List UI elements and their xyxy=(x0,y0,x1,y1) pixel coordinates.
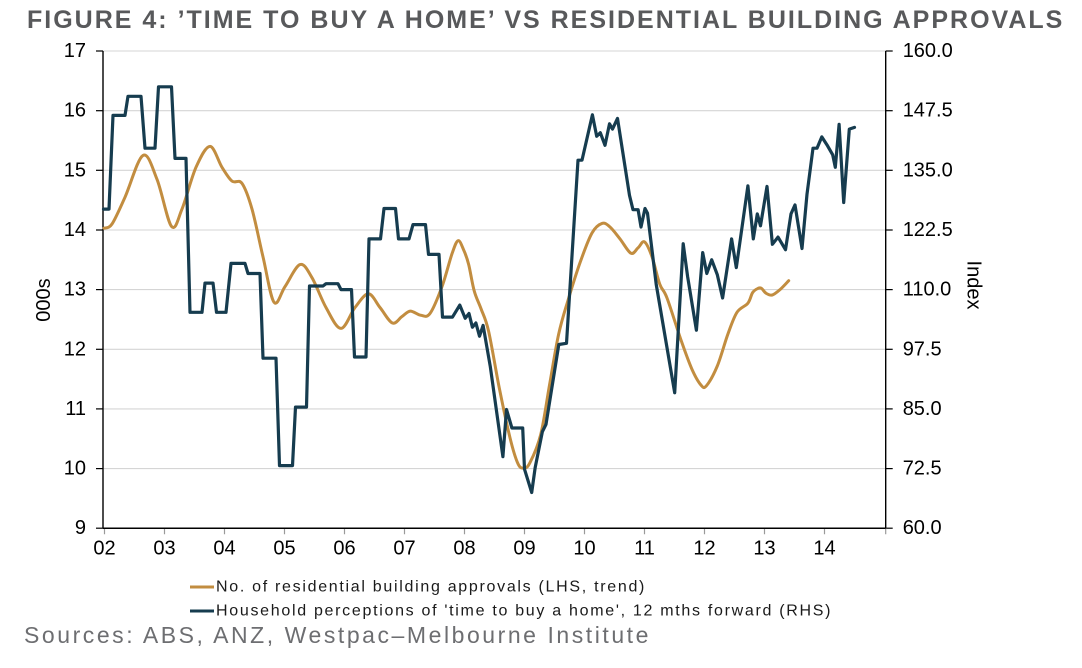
svg-text:000s: 000s xyxy=(33,278,55,321)
svg-text:02: 02 xyxy=(93,537,115,559)
svg-text:05: 05 xyxy=(273,537,295,559)
svg-text:13: 13 xyxy=(753,537,775,559)
svg-text:72.5: 72.5 xyxy=(903,458,942,480)
svg-text:12: 12 xyxy=(693,537,715,559)
svg-text:15: 15 xyxy=(64,159,86,181)
svg-text:14: 14 xyxy=(813,537,835,559)
svg-text:17: 17 xyxy=(64,40,86,62)
svg-text:04: 04 xyxy=(213,537,235,559)
svg-text:9: 9 xyxy=(75,517,86,539)
svg-text:16: 16 xyxy=(64,100,86,122)
svg-text:11: 11 xyxy=(634,537,655,559)
svg-text:97.5: 97.5 xyxy=(903,338,942,360)
svg-text:Index: Index xyxy=(963,261,985,310)
svg-text:08: 08 xyxy=(453,537,475,559)
svg-text:14: 14 xyxy=(64,219,86,241)
svg-text:60.0: 60.0 xyxy=(903,517,942,539)
svg-text:11: 11 xyxy=(65,398,86,420)
svg-text:110.0: 110.0 xyxy=(903,279,952,301)
svg-text:85.0: 85.0 xyxy=(903,398,942,420)
svg-text:Household perceptions of 'time: Household perceptions of 'time to buy a … xyxy=(216,603,832,620)
svg-text:160.0: 160.0 xyxy=(903,40,953,62)
svg-text:13: 13 xyxy=(64,279,86,301)
svg-text:135.0: 135.0 xyxy=(903,159,953,181)
svg-text:12: 12 xyxy=(64,338,86,360)
svg-text:10: 10 xyxy=(573,537,595,559)
svg-text:147.5: 147.5 xyxy=(903,100,953,122)
svg-text:10: 10 xyxy=(64,458,86,480)
svg-text:09: 09 xyxy=(513,537,535,559)
svg-text:06: 06 xyxy=(333,537,355,559)
svg-text:122.5: 122.5 xyxy=(903,219,953,241)
svg-text:No. of residential building ap: No. of residential building approvals (L… xyxy=(216,579,646,596)
svg-text:07: 07 xyxy=(393,537,415,559)
svg-text:03: 03 xyxy=(153,537,175,559)
